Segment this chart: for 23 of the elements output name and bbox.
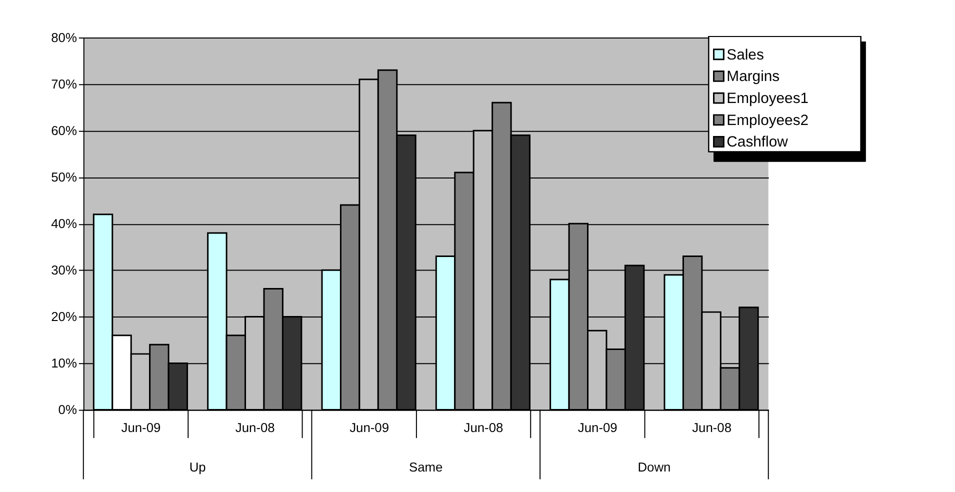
y-tick-label: 0% bbox=[58, 402, 77, 418]
x-tick-label: Jun-09 bbox=[121, 420, 161, 436]
text: Up bbox=[189, 459, 206, 474]
text: Down bbox=[638, 459, 671, 474]
y-tick-label: 30% bbox=[51, 262, 77, 278]
x-tick-label: Jun-09 bbox=[350, 420, 390, 436]
legend-label: Margins bbox=[726, 69, 780, 86]
y-tick-label: 60% bbox=[51, 123, 77, 138]
legend-label: Cashflow bbox=[726, 134, 788, 151]
y-tick-label: 80% bbox=[51, 30, 77, 45]
x-tick-label: Jun-08 bbox=[235, 420, 275, 436]
y-tick-label: 40% bbox=[51, 216, 77, 232]
x-tick-label: Jun-08 bbox=[692, 420, 732, 436]
y-tick-label: 70% bbox=[51, 76, 77, 92]
legend-label: Sales bbox=[726, 47, 764, 64]
y-tick-label: 20% bbox=[51, 309, 77, 324]
text: Same bbox=[409, 459, 443, 474]
legend-label: Employees1 bbox=[726, 91, 809, 108]
x-tick-label: Jun-08 bbox=[464, 420, 504, 436]
y-tick-label: 10% bbox=[51, 356, 77, 371]
legend-label: Employees2 bbox=[726, 112, 809, 129]
y-tick-label: 50% bbox=[51, 170, 77, 185]
x-tick-label: Jun-09 bbox=[578, 420, 618, 436]
